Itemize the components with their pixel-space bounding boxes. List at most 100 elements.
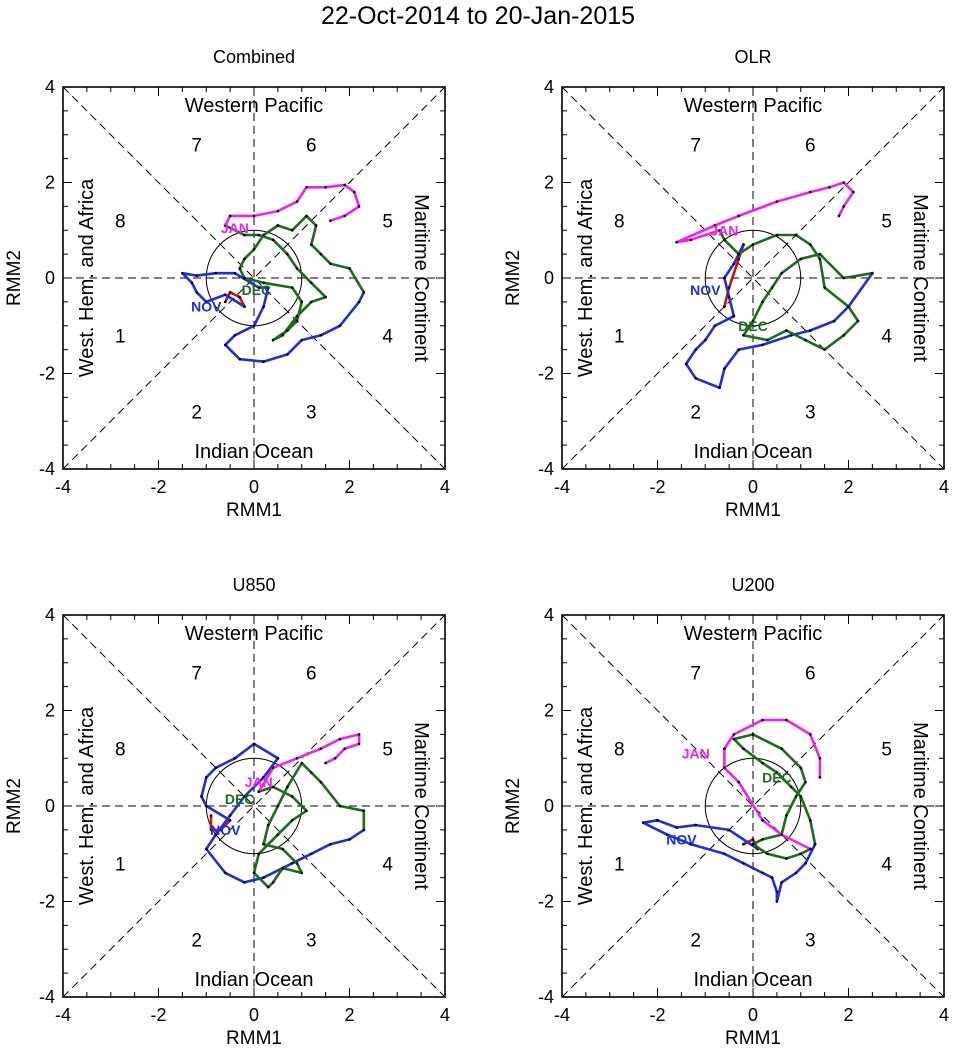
y-tick-label: -2	[538, 892, 554, 912]
month-label: NOV	[210, 822, 241, 838]
x-axis-label: RMM1	[226, 1028, 282, 1049]
series-point	[770, 876, 774, 879]
y-tick-label: -2	[39, 892, 55, 912]
series-point	[310, 300, 313, 304]
y-axis-label: RMM2	[503, 778, 524, 834]
series-point	[252, 742, 256, 746]
y-tick-label: 4	[544, 605, 554, 625]
series-point	[737, 348, 740, 351]
series-point	[842, 181, 846, 184]
series-point	[689, 842, 693, 846]
series-point	[804, 862, 807, 865]
series-point	[842, 205, 846, 208]
series-point	[357, 205, 361, 208]
series-point	[851, 190, 855, 194]
region-label-top: Western Pacific	[185, 623, 324, 645]
series-point	[343, 214, 347, 218]
series-point	[694, 376, 697, 380]
series-point	[314, 224, 318, 227]
series-point	[324, 185, 327, 189]
series-point	[809, 847, 812, 851]
phase-number: 1	[614, 854, 625, 875]
chart-panel-combined: Combined -4 -2 0 2 4 -4 -2 0 2 4 RMM1 RMM2 Western Pa…	[4, 47, 450, 521]
phase-number: 6	[306, 663, 317, 684]
series-point	[713, 324, 717, 328]
series-point	[809, 243, 812, 246]
series-point	[357, 733, 361, 736]
series-point	[233, 334, 237, 337]
series-point	[233, 271, 237, 275]
phase-number: 7	[191, 135, 202, 156]
series-point	[675, 240, 678, 244]
series-point	[310, 852, 313, 856]
series-point	[324, 295, 327, 299]
series-point	[204, 776, 208, 779]
x-tick-label: 4	[440, 1005, 450, 1025]
series-line-jan	[224, 183, 361, 227]
phase-number: 6	[805, 663, 816, 684]
series-point	[310, 281, 313, 285]
y-tick-label: -4	[538, 459, 554, 479]
y-tick-label: 2	[544, 701, 554, 721]
series-point	[181, 271, 184, 275]
y-tick-label: -4	[538, 987, 554, 1007]
series-point	[262, 281, 265, 285]
series-point	[224, 293, 227, 297]
y-tick-label: 2	[45, 701, 55, 721]
series-point	[324, 761, 327, 765]
phase-number: 8	[614, 212, 625, 233]
series-point	[362, 809, 366, 813]
series-point	[766, 852, 769, 856]
y-tick-label: -2	[39, 364, 55, 384]
series-point	[665, 833, 669, 836]
y-tick-label: -2	[538, 364, 554, 384]
series-point	[271, 881, 275, 884]
series-point	[723, 852, 726, 856]
series-point	[257, 286, 261, 289]
panel-title: U850	[232, 575, 275, 595]
series-point	[751, 319, 755, 323]
series-point	[252, 871, 256, 875]
series-point	[809, 190, 812, 194]
region-label-left: West. Hem. and Africa	[575, 706, 597, 905]
series-point	[770, 286, 774, 289]
region-label-bottom: Indian Ocean	[694, 441, 813, 463]
region-label-left: West. Hem. and Africa	[575, 178, 597, 377]
phase-number: 7	[690, 135, 701, 156]
series-point	[310, 243, 313, 246]
series-point	[362, 828, 366, 832]
series-point	[809, 819, 812, 822]
y-tick-label: 2	[45, 173, 55, 193]
series-point	[742, 862, 745, 865]
phase-number: 5	[881, 212, 892, 233]
unit-circle	[704, 757, 802, 855]
region-label-top: Western Pacific	[684, 623, 823, 645]
phase-number: 2	[690, 403, 701, 424]
series-point	[794, 871, 798, 875]
month-label: NOV	[690, 282, 721, 298]
y-tick-label: 0	[544, 268, 554, 288]
series-point	[818, 257, 822, 261]
series-point	[305, 214, 308, 218]
x-tick-label: -4	[554, 1005, 570, 1025]
series-point	[228, 291, 232, 294]
x-tick-label: 0	[748, 477, 758, 497]
series-point	[357, 300, 361, 304]
series-point	[785, 857, 788, 860]
month-label: DEC	[738, 318, 768, 334]
y-axis-label: RMM2	[4, 250, 25, 306]
series-point	[713, 224, 717, 227]
series-point	[204, 300, 208, 304]
series-point	[761, 300, 764, 304]
series-point	[276, 209, 280, 213]
series-point	[775, 200, 779, 203]
region-label-left: West. Hem. and Africa	[76, 706, 98, 905]
series-point	[233, 756, 237, 760]
series-point	[295, 267, 299, 270]
chart-panel-u850: U850 -4 -2 0 2 4 -4 -2 0 2 4 RMM1 RMM2 Western Pacifi…	[4, 575, 450, 1049]
series-point	[723, 276, 726, 280]
series-point	[290, 862, 294, 865]
series-point	[775, 771, 779, 774]
phase-number: 4	[382, 854, 393, 875]
phase-number: 3	[805, 931, 816, 952]
